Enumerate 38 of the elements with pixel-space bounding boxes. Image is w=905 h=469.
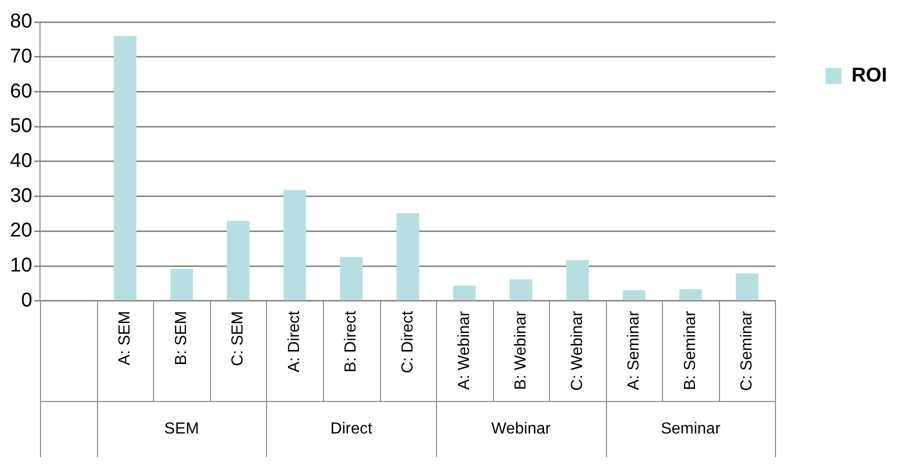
bar (170, 268, 193, 300)
text: Direct (330, 420, 373, 438)
y-tick-label: 40 (10, 150, 32, 172)
legend-label: ROI (851, 64, 888, 87)
bar (736, 273, 758, 300)
x-tick-label: B: Direct (342, 310, 360, 372)
x-tick-label: C: Seminar (738, 310, 756, 392)
bar (283, 190, 306, 300)
bar (510, 279, 532, 300)
text: Seminar (660, 420, 722, 438)
x-tick-label: B: Webinar (512, 310, 530, 390)
x-tick-label: C: Direct (399, 310, 416, 374)
x-tick-label: C: Webinar (568, 310, 586, 391)
x-tick-label: B: Seminar (682, 310, 700, 390)
bar (679, 289, 702, 300)
bar (226, 220, 250, 300)
x-tick-label: C: SEM (230, 310, 247, 366)
x-tick-label: A: Seminar (625, 310, 642, 390)
bar (396, 213, 420, 300)
x-tick-label: A: Webinar (456, 310, 473, 390)
y-tick-label: 20 (10, 220, 32, 242)
x-tick-label: B: SEM (173, 310, 190, 366)
y-tick-label: 30 (10, 184, 32, 207)
y-tick-label: 10 (10, 254, 32, 277)
x-tick-label: A: Direct (286, 310, 304, 372)
y-tick-label: 60 (10, 80, 32, 102)
x-tick-label: A: SEM (116, 310, 134, 366)
text: Webinar (491, 420, 552, 438)
bar (566, 260, 589, 300)
y-tick-label: 70 (10, 45, 32, 68)
bar (340, 257, 363, 300)
y-tick-label: 80 (10, 10, 32, 33)
bar (622, 290, 646, 300)
bar (453, 286, 476, 300)
text: SEM (164, 420, 199, 438)
bar (114, 36, 136, 300)
y-tick-label: 0 (21, 289, 32, 312)
y-tick-label: 50 (10, 115, 32, 138)
